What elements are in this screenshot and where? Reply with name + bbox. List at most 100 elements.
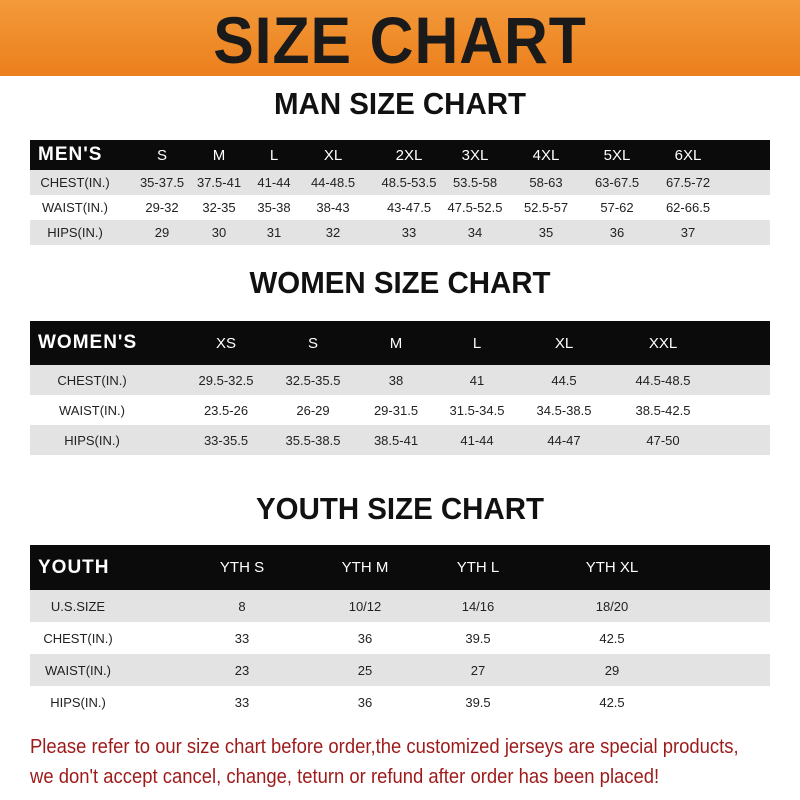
table-cell: 32 <box>325 225 341 240</box>
size-header: L <box>472 334 482 352</box>
table-row: WAIST(IN.) 29-32 32-35 35-38 38-43 43-47.5 47.… <box>30 195 770 220</box>
table-cell: 8 <box>238 598 246 614</box>
row-label: CHEST(IN.) <box>57 372 127 388</box>
table-cell: 35-37.5 <box>139 175 185 190</box>
table-cell: 35 <box>538 225 554 240</box>
row-label: HIPS(IN.) <box>50 694 106 710</box>
size-header: YTH S <box>219 559 265 576</box>
row-label: WAIST(IN.) <box>59 402 125 418</box>
table-cell: 23.5-26 <box>203 402 249 418</box>
table-cell: 33-35.5 <box>203 432 249 448</box>
table-row: CHEST(IN.) 29.5-32.5 32.5-35.5 38 41 44.5 44.5… <box>30 365 770 395</box>
row-label: U.S.SIZE <box>50 598 106 614</box>
size-header: S <box>307 334 319 352</box>
table-cell: 33 <box>234 630 250 646</box>
table-row: HIPS(IN.) 29 30 31 32 33 34 35 36 37 <box>30 220 770 245</box>
table-cell: 14/16 <box>461 598 495 614</box>
size-header: XXL <box>648 334 678 352</box>
table-row: WAIST(IN.) 23 25 27 29 <box>30 654 770 686</box>
table-cell: 25 <box>357 662 373 678</box>
table-cell: 47-50 <box>646 432 680 448</box>
table-cell: 38 <box>388 372 404 388</box>
table-cell: 44-47 <box>547 432 581 448</box>
table-cell: 31.5-34.5 <box>449 402 505 418</box>
table-cell: 23 <box>234 662 250 678</box>
size-header: M <box>212 146 226 164</box>
table-cell: 53.5-58 <box>452 175 498 190</box>
table-cell: 33 <box>401 225 417 240</box>
men-header-label: MEN'S <box>38 144 103 165</box>
table-cell: 29 <box>154 225 170 240</box>
table-cell: 41 <box>469 372 485 388</box>
table-cell: 38.5-42.5 <box>635 402 691 418</box>
size-header: YTH L <box>456 559 500 576</box>
table-cell: 38-43 <box>316 200 350 215</box>
row-label: CHEST(IN.) <box>40 175 110 190</box>
table-cell: 52.5-57 <box>523 200 569 215</box>
table-cell: 43-47.5 <box>386 200 432 215</box>
table-cell: 41-44 <box>460 432 494 448</box>
table-cell: 39.5 <box>465 630 491 646</box>
table-row: CHEST(IN.) 35-37.5 37.5-41 41-44 44-48.5 48.5… <box>30 170 770 195</box>
disclaimer-line-2: we don't accept cancel, change, teturn o… <box>30 765 660 788</box>
table-row: CHEST(IN.) 33 36 39.5 42.5 <box>30 622 770 654</box>
size-header: XL <box>323 146 343 164</box>
table-cell: 58-63 <box>529 175 563 190</box>
size-header: XL <box>554 334 574 352</box>
table-cell: 33 <box>234 694 250 710</box>
row-label: WAIST(IN.) <box>45 662 111 678</box>
size-header: M <box>389 334 403 352</box>
table-cell: 26-29 <box>296 402 330 418</box>
women-header-row: WOMEN'S XS S M L XL XXL <box>30 321 770 365</box>
table-cell: 35.5-38.5 <box>285 432 341 448</box>
size-header: XS <box>215 334 237 352</box>
table-cell: 18/20 <box>595 598 629 614</box>
size-header: S <box>156 146 168 164</box>
table-cell: 36 <box>357 630 373 646</box>
size-header: 3XL <box>461 146 489 164</box>
table-cell: 36 <box>609 225 625 240</box>
table-cell: 32.5-35.5 <box>285 372 341 388</box>
banner: SIZE CHART <box>0 0 800 77</box>
table-cell: 47.5-52.5 <box>447 200 503 215</box>
table-cell: 10/12 <box>348 598 382 614</box>
men-header-row: MEN'S S M L XL 2XL 3XL 4XL 5XL 6XL <box>30 140 770 170</box>
banner-title: SIZE CHART <box>213 3 587 77</box>
row-label: HIPS(IN.) <box>64 432 120 448</box>
size-header: 2XL <box>395 146 423 164</box>
table-cell: 34.5-38.5 <box>536 402 592 418</box>
table-cell: 36 <box>357 694 373 710</box>
table-cell: 29.5-32.5 <box>198 372 254 388</box>
table-cell: 63-67.5 <box>594 175 640 190</box>
table-row: HIPS(IN.) 33-35.5 35.5-38.5 38.5-41 41-44 44-… <box>30 425 770 455</box>
size-header: 4XL <box>532 146 560 164</box>
table-cell: 48.5-53.5 <box>381 175 437 190</box>
table-cell: 44-48.5 <box>310 175 356 190</box>
table-cell: 39.5 <box>465 694 491 710</box>
table-cell: 67.5-72 <box>665 175 711 190</box>
table-cell: 32-35 <box>202 200 236 215</box>
disclaimer-line-1: Please refer to our size chart before or… <box>30 735 739 758</box>
size-header: YTH XL <box>585 559 639 576</box>
table-cell: 29-32 <box>145 200 179 215</box>
youth-header-row: YOUTH YTH S YTH M YTH L YTH XL <box>30 545 770 590</box>
table-row: WAIST(IN.) 23.5-26 26-29 29-31.5 31.5-34.5 34… <box>30 395 770 425</box>
table-cell: 29-31.5 <box>373 402 419 418</box>
size-header: L <box>269 146 279 164</box>
table-row: U.S.SIZE 8 10/12 14/16 18/20 <box>30 590 770 622</box>
table-cell: 27 <box>470 662 486 678</box>
table-cell: 42.5 <box>599 694 625 710</box>
women-section-title: WOMEN SIZE CHART <box>249 265 551 300</box>
row-label: CHEST(IN.) <box>43 630 113 646</box>
table-cell: 41-44 <box>257 175 291 190</box>
table-cell: 29 <box>604 662 620 678</box>
table-cell: 37 <box>680 225 696 240</box>
size-header: 5XL <box>603 146 631 164</box>
table-cell: 38.5-41 <box>373 432 419 448</box>
table-cell: 37.5-41 <box>196 175 242 190</box>
men-section-title: MAN SIZE CHART <box>274 86 526 121</box>
table-cell: 35-38 <box>257 200 291 215</box>
youth-section-title: YOUTH SIZE CHART <box>256 491 544 526</box>
table-cell: 44.5 <box>551 372 577 388</box>
table-cell: 30 <box>211 225 227 240</box>
